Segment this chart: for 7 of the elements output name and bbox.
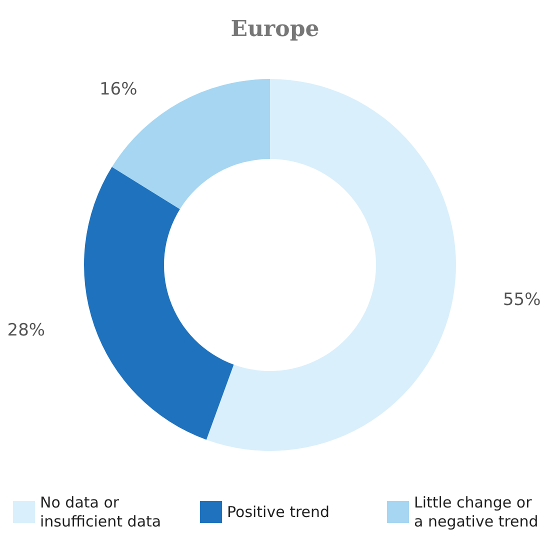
legend-label: No data or insufficient data [40,494,162,530]
data-label: 55% [502,290,541,310]
data-label: 16% [99,79,138,100]
data-label: 28% [7,320,46,341]
legend-label: Positive trend [227,503,330,521]
chart-title: Europe [230,16,320,42]
legend-label: Little change or a negative trend [414,494,538,530]
